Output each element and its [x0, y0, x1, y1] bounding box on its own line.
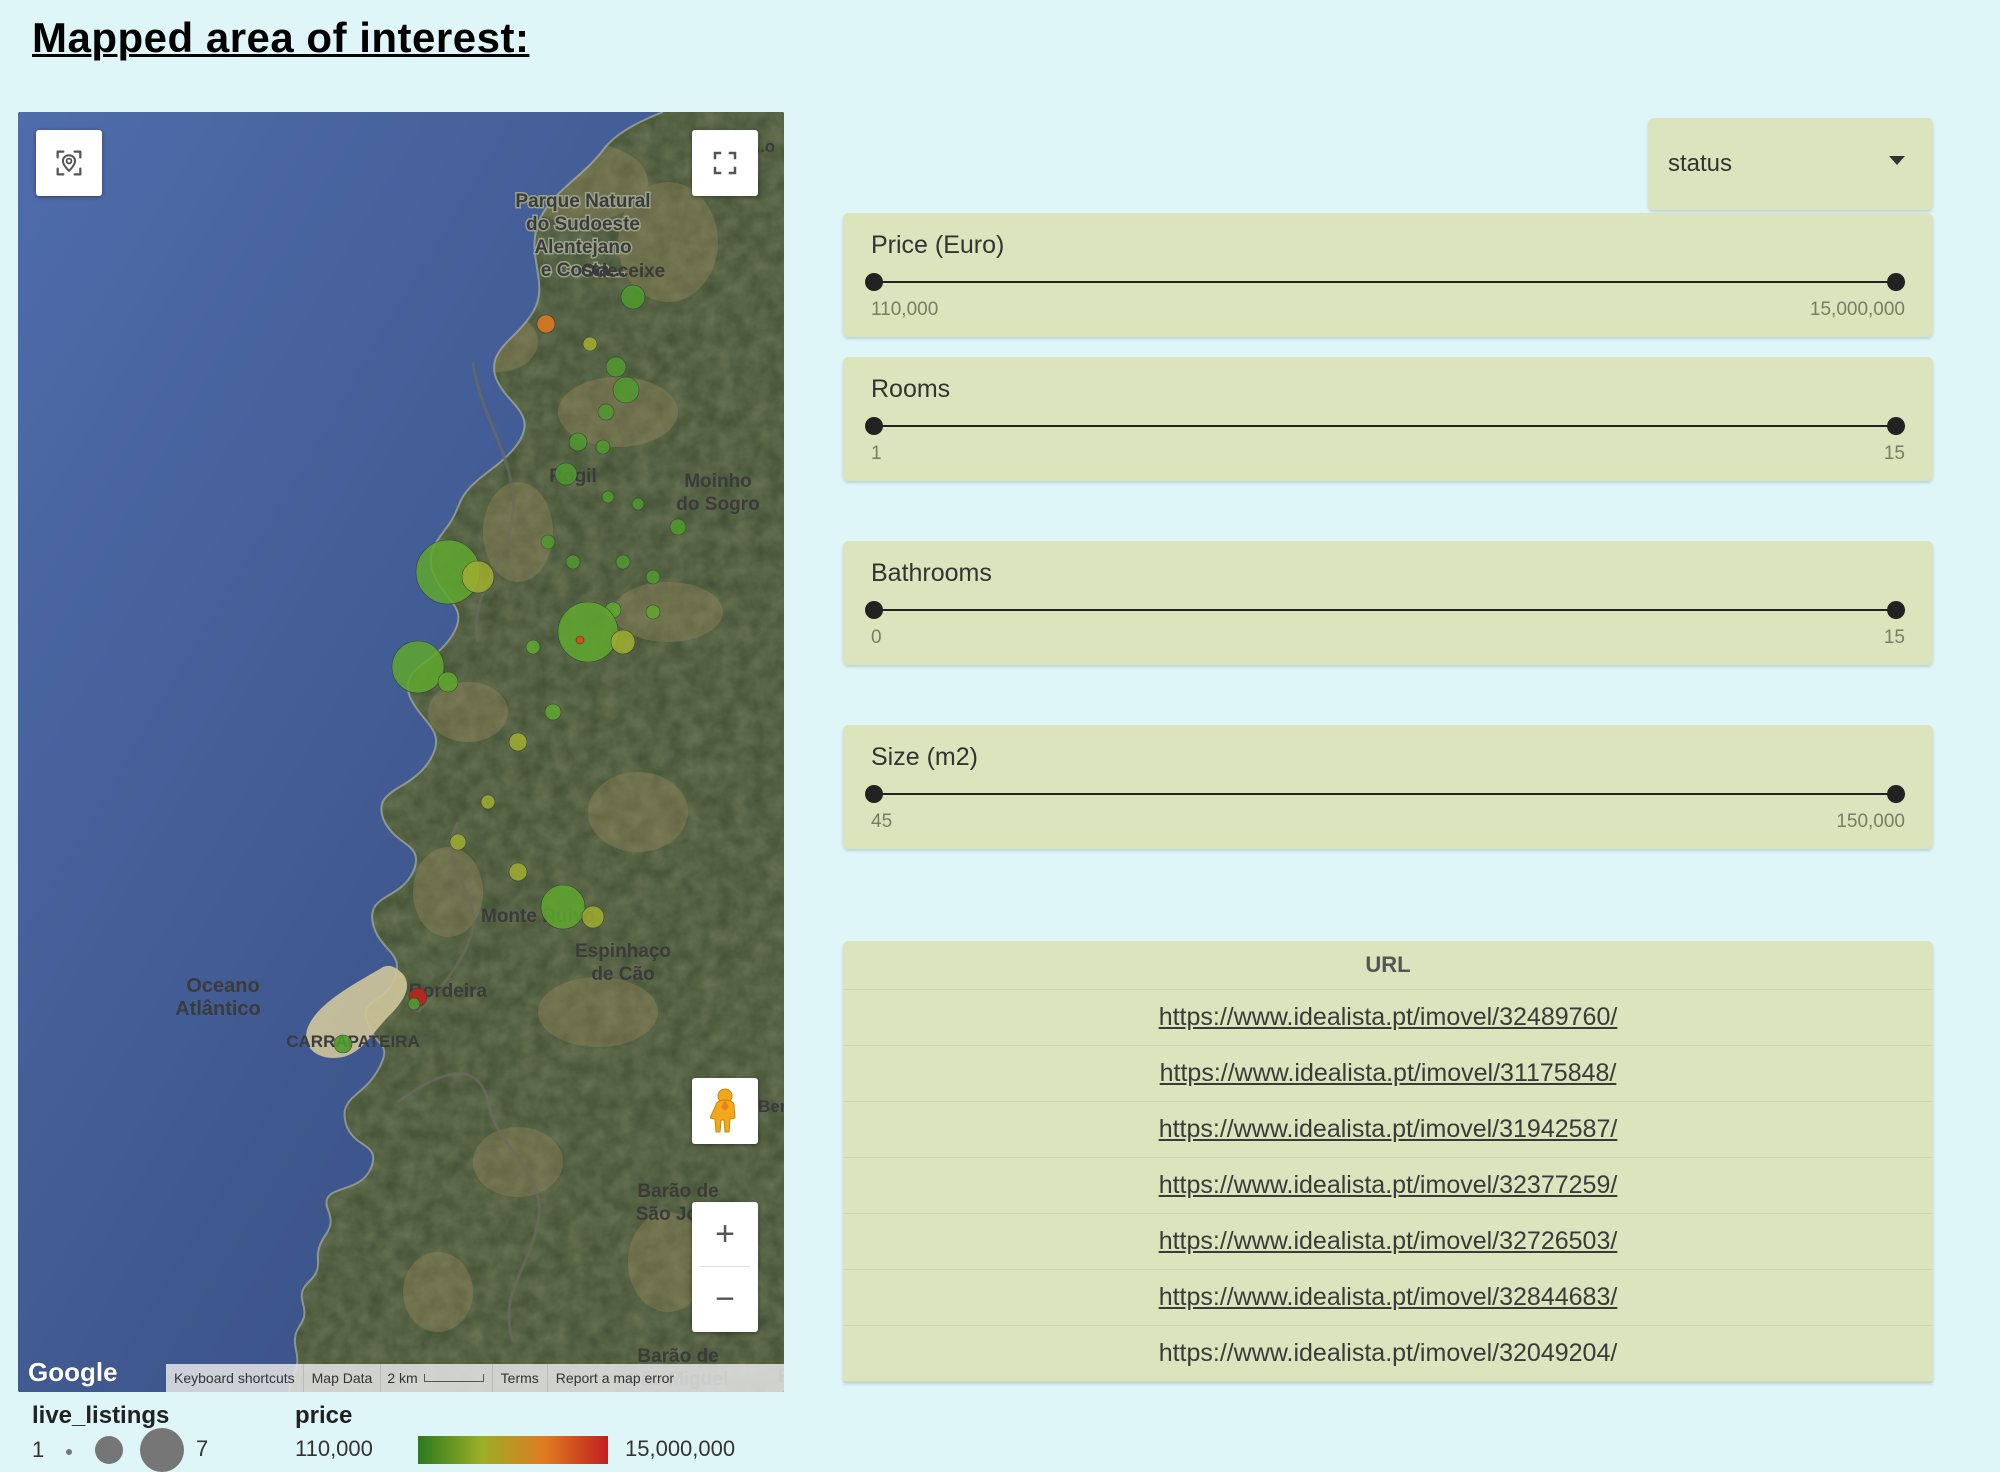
svg-text:Oceano: Oceano [186, 975, 259, 997]
svg-text:Barão de: Barão de [637, 1181, 718, 1202]
svg-text:Ben...: Ben... [758, 1097, 784, 1116]
svg-text:Alentejano: Alentejano [534, 237, 631, 258]
svg-text:do Sudoeste: do Sudoeste [526, 214, 640, 235]
svg-text:de Cão: de Cão [591, 964, 654, 985]
svg-text:do Sogro: do Sogro [676, 494, 759, 515]
svg-text:Parque Natural: Parque Natural [515, 191, 650, 212]
svg-text:CARRAPATEIRA: CARRAPATEIRA [286, 1032, 419, 1051]
svg-text:Espinhaço: Espinhaço [575, 941, 671, 962]
svg-text:Moinho: Moinho [684, 471, 752, 492]
svg-text:Atlântico: Atlântico [175, 998, 261, 1020]
svg-text:Odeceixe: Odeceixe [581, 261, 666, 282]
